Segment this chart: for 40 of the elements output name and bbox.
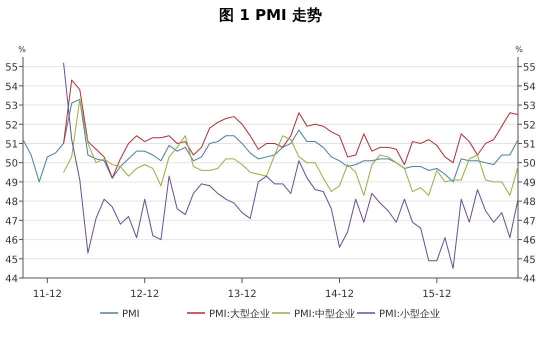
y2-tick-label: 55 bbox=[523, 62, 536, 74]
y2-tick-label: 52 bbox=[523, 120, 536, 132]
line-series bbox=[22, 98, 518, 182]
y-axis-title: % bbox=[18, 45, 26, 54]
y-tick-label: 50 bbox=[5, 158, 18, 170]
y-tick-label: 44 bbox=[5, 274, 18, 285]
y2-axis-title: % bbox=[515, 45, 524, 54]
y-tick-label: 54 bbox=[5, 82, 18, 93]
y2-tick-label: 47 bbox=[523, 216, 536, 228]
y2-tick-label: 44 bbox=[523, 274, 536, 285]
y2-tick-label: 51 bbox=[523, 139, 536, 150]
x-tick-label: 11-12 bbox=[32, 289, 62, 300]
y-tick-label: 47 bbox=[5, 216, 18, 228]
y-tick-label: 53 bbox=[5, 101, 18, 112]
line-series bbox=[63, 80, 518, 179]
legend-label: PMI bbox=[122, 309, 140, 320]
chart-title: 图 1 PMI 走势 bbox=[219, 6, 322, 24]
y2-tick-label: 45 bbox=[523, 254, 536, 266]
y-tick-label: 46 bbox=[5, 236, 18, 247]
legend-label: PMI:大型企业 bbox=[209, 308, 270, 320]
x-tick-label: 15-12 bbox=[422, 289, 452, 300]
y-tick-label: 55 bbox=[5, 62, 18, 74]
y2-tick-label: 49 bbox=[523, 178, 536, 189]
y-tick-label: 45 bbox=[5, 254, 18, 266]
y2-tick-label: 46 bbox=[523, 236, 536, 247]
y-tick-label: 48 bbox=[5, 197, 18, 208]
y-tick-label: 52 bbox=[5, 120, 18, 132]
y2-tick-label: 50 bbox=[523, 158, 536, 170]
legend-label: PMI:中型企业 bbox=[294, 308, 355, 320]
legend-label: PMI:小型企业 bbox=[379, 308, 440, 320]
y2-tick-label: 53 bbox=[523, 101, 536, 112]
y-tick-label: 51 bbox=[5, 139, 18, 150]
y2-tick-label: 54 bbox=[523, 82, 536, 93]
line-series bbox=[63, 62, 518, 269]
line-series bbox=[63, 98, 518, 196]
y2-tick-label: 48 bbox=[523, 197, 536, 208]
x-tick-label: 12-12 bbox=[130, 289, 160, 300]
x-tick-label: 14-12 bbox=[324, 289, 354, 300]
x-tick-label: 13-12 bbox=[228, 289, 257, 300]
y-tick-label: 49 bbox=[5, 178, 18, 189]
